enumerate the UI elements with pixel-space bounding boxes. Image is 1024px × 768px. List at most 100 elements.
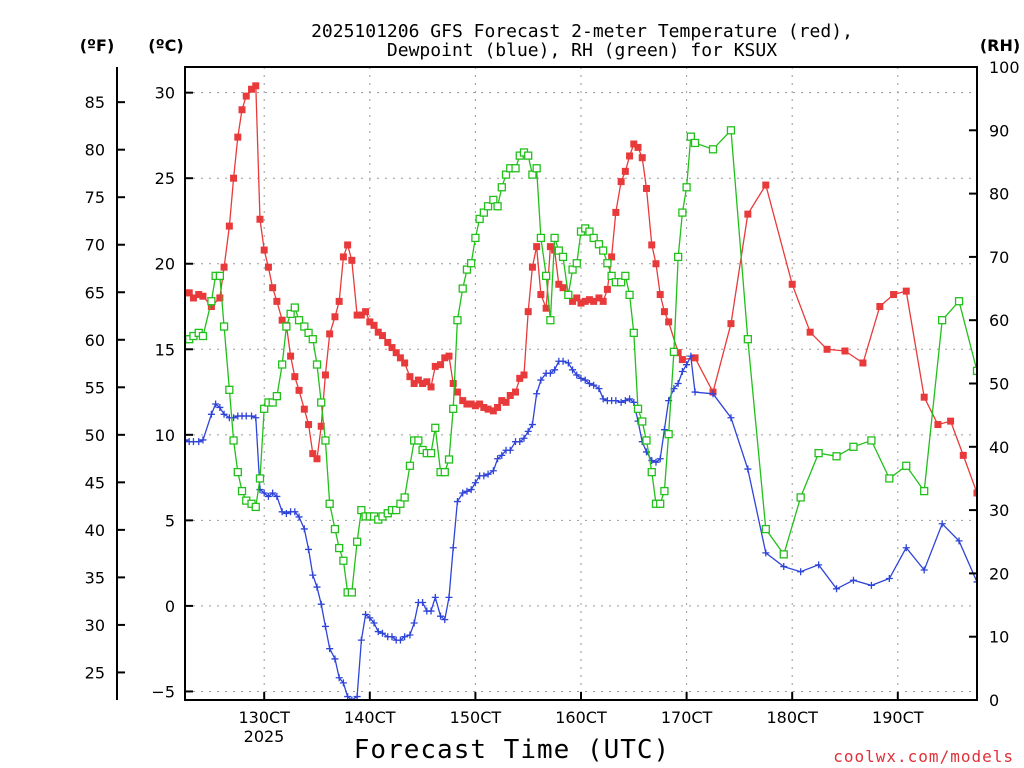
rh-point [501, 170, 511, 179]
rh-tick-label: 80 [989, 185, 1009, 204]
rh-point [972, 366, 977, 375]
dewpoint-point [920, 566, 928, 574]
rh-point [647, 467, 656, 477]
fahrenheit-unit-label: (ºF) [80, 36, 115, 55]
rh-point [300, 322, 309, 331]
rh-point [400, 493, 409, 502]
celsius-tick-label: 10 [155, 426, 175, 445]
rh-point [479, 208, 488, 217]
temperature-point [220, 263, 228, 271]
rh-point [585, 227, 594, 236]
rh-point [321, 436, 330, 445]
dewpoint-point [551, 366, 559, 374]
temperature-point [185, 289, 193, 297]
rh-point [339, 556, 348, 565]
rh-point [444, 455, 454, 464]
dewpoint-point [991, 589, 998, 596]
dewpoint-point [374, 628, 382, 636]
temperature-point [484, 405, 492, 413]
temperature-point [494, 403, 502, 411]
rh-point [233, 467, 242, 477]
dewpoint-point [378, 629, 386, 637]
dewpoint-point [955, 537, 963, 545]
rh-point [660, 486, 669, 496]
temperature-point [476, 400, 484, 408]
dewpoint-point [498, 451, 506, 459]
rh-point [278, 360, 287, 369]
temperature-point [533, 243, 541, 251]
dewpoint-point [709, 390, 717, 398]
rh-point [656, 499, 665, 508]
temperature-point [370, 321, 378, 329]
rh-point [414, 436, 423, 445]
rh-point [954, 297, 964, 306]
temperature-point [366, 318, 374, 326]
dewpoint-point [344, 693, 352, 700]
fahrenheit-tick-label: 80 [85, 141, 105, 160]
fahrenheit-tick-label: 30 [85, 616, 105, 635]
dewpoint-point [321, 622, 329, 630]
rh-point [392, 505, 401, 515]
dewpoint-point [683, 361, 691, 369]
dewpoint-point [370, 619, 378, 627]
temperature-point [406, 373, 414, 381]
temperature-point [581, 297, 589, 305]
dewpoint-point [309, 571, 317, 579]
rh-point [493, 202, 502, 211]
rh-point [867, 436, 876, 445]
temperature-point [216, 294, 224, 302]
rh-point [686, 132, 695, 141]
rh-point [589, 233, 598, 243]
temperature-point [599, 297, 607, 305]
temperature-point [278, 316, 286, 324]
temperature-point [537, 291, 545, 299]
rh-point [542, 271, 551, 281]
rh-tick-label: 90 [989, 121, 1009, 140]
rh-point [599, 246, 608, 255]
dewpoint-point [687, 352, 695, 360]
dewpoint-point [317, 600, 325, 608]
dewpoint-point [902, 544, 910, 552]
dewpoint-point [419, 598, 427, 606]
rh-point [237, 486, 247, 496]
rh-point [572, 259, 581, 268]
temperature-point [225, 222, 233, 230]
rh-point [431, 423, 440, 432]
rh-point [594, 240, 604, 249]
temperature-point [449, 380, 457, 387]
chart-title-line1: 2025101206 GFS Forecast 2-meter Temperat… [311, 21, 853, 42]
temperature-point [634, 143, 642, 151]
dewpoint-point [300, 525, 308, 533]
dewpoint-point [480, 472, 488, 480]
series-line [185, 353, 977, 700]
temperature-point [691, 354, 699, 362]
dewpoint-point [362, 610, 370, 618]
fahrenheit-tick-label: 35 [85, 568, 105, 587]
temperature-point [207, 303, 215, 311]
x-tick-label: 190CT [872, 708, 924, 727]
dewpoint-point [449, 544, 457, 552]
temperature-point [577, 299, 585, 307]
x-tick-label: 170CT [661, 708, 713, 727]
temperature-point [264, 263, 272, 271]
dewpoint-point [630, 398, 638, 406]
dewpoint-point [744, 465, 752, 473]
temperature-point [423, 378, 431, 386]
dewpoint-point [216, 403, 224, 411]
dewpoint-point [410, 619, 418, 627]
rh-tick-label: 0 [989, 691, 999, 710]
dewpoint-point [305, 545, 313, 553]
temperature-point [362, 308, 370, 316]
temperature-point [762, 181, 770, 189]
temperature-point [528, 263, 536, 271]
temperature-point [506, 391, 514, 399]
dewpoint-point [780, 563, 788, 571]
temperature-point [269, 284, 277, 292]
series-relative-humidity [185, 126, 977, 597]
temperature-point [238, 106, 246, 114]
temperature-point [419, 380, 427, 387]
rh-point [633, 404, 643, 413]
rh-point [664, 429, 673, 439]
rh-point [885, 474, 894, 483]
